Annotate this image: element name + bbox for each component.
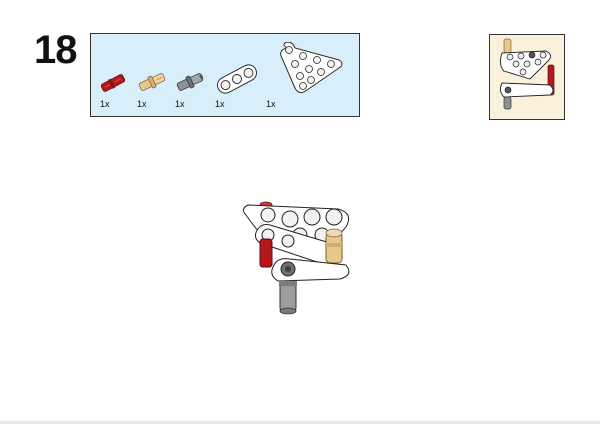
grey-connector-pin-icon [176,73,204,91]
step-number: 18 [34,28,77,72]
tan-axle-pin-icon [138,73,166,91]
red-axle-pin-icon [100,74,126,92]
part-qty-label: 1x [215,99,225,109]
part-qty-label: 1x [175,99,185,109]
parts-list-box: 1x 1x 1x 1x [90,33,360,117]
subassembly-model-icon [499,38,555,110]
part-qty-label: 1x [137,99,147,109]
white-beam-3-icon [217,64,257,94]
page-bottom-divider [0,421,600,424]
subassembly-preview [489,34,565,120]
white-triangle-plate-icon [280,42,343,94]
part-qty-label: 1x [100,99,110,109]
main-assembly-model [242,201,350,315]
part-qty-label: 1x [266,99,276,109]
